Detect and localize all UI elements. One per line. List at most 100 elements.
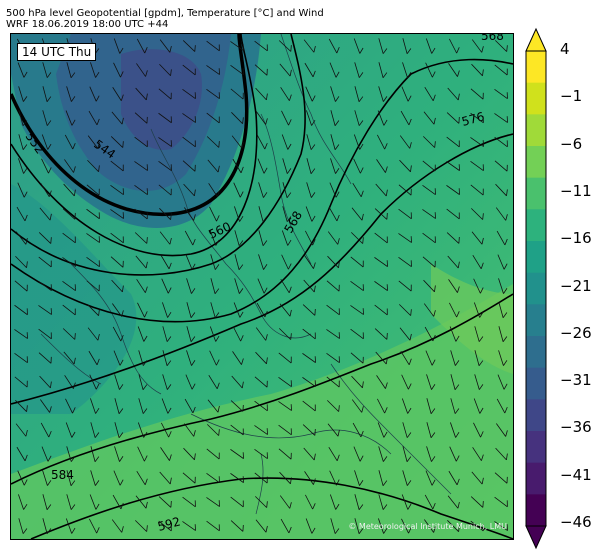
wind-barb bbox=[352, 182, 364, 198]
wind-barb bbox=[184, 398, 196, 414]
colorbar-tick-label: −31 bbox=[560, 371, 592, 390]
wind-barb bbox=[375, 183, 388, 197]
colorbar-tick-label: −11 bbox=[560, 181, 592, 200]
wind-barb bbox=[209, 350, 220, 366]
wind-barb bbox=[470, 88, 484, 100]
wind-barb bbox=[135, 495, 148, 509]
wind-barb bbox=[448, 38, 460, 54]
wind-barb bbox=[305, 494, 316, 510]
colorbar-segment bbox=[526, 399, 546, 432]
wind-barb bbox=[497, 254, 508, 270]
wind-barb bbox=[281, 254, 292, 270]
chart-subtitle: WRF 18.06.2019 18:00 UTC +44 bbox=[6, 19, 169, 30]
colorbar-segment bbox=[526, 494, 546, 527]
wind-barb bbox=[258, 254, 268, 270]
wind-barb bbox=[90, 446, 100, 462]
wind-barb bbox=[62, 281, 76, 291]
wind-barb bbox=[256, 111, 268, 125]
wind-barb bbox=[137, 422, 148, 438]
wind-barb bbox=[18, 86, 28, 102]
wind-barb bbox=[401, 86, 412, 102]
wind-barb bbox=[161, 398, 172, 414]
wind-barb bbox=[279, 471, 292, 485]
wind-barb bbox=[18, 494, 28, 510]
valid-time-label: 14 UTC Thu bbox=[17, 43, 97, 61]
wind-barb bbox=[424, 86, 436, 102]
colorbar-tick-label: −1 bbox=[560, 87, 583, 106]
wind-barb bbox=[278, 424, 292, 436]
wind-barb bbox=[66, 446, 76, 462]
wind-barb bbox=[398, 208, 412, 220]
wind-barb bbox=[398, 233, 412, 243]
colorbar-tick-label: −21 bbox=[560, 276, 592, 295]
wind-barb bbox=[64, 159, 76, 173]
wind-barb bbox=[350, 256, 364, 268]
wind-barb bbox=[182, 40, 196, 52]
wind-barb bbox=[66, 62, 76, 78]
wind-barb bbox=[159, 39, 172, 53]
wind-barb bbox=[279, 303, 292, 317]
wind-barb bbox=[302, 353, 316, 363]
wind-barb bbox=[470, 112, 484, 124]
wind-barb bbox=[210, 302, 220, 318]
wind-barb bbox=[374, 257, 388, 267]
wind-barb bbox=[447, 495, 460, 509]
wind-barb bbox=[137, 446, 148, 462]
wind-barb bbox=[160, 422, 172, 438]
wind-barb bbox=[39, 375, 52, 389]
wind-barb bbox=[254, 472, 268, 484]
wind-barb bbox=[302, 424, 316, 436]
wind-barb bbox=[230, 473, 244, 483]
wind-barb bbox=[426, 422, 436, 438]
wind-barb bbox=[234, 230, 244, 246]
wind-barb bbox=[162, 350, 172, 366]
wind-barb bbox=[258, 182, 268, 198]
wind-barb bbox=[425, 62, 436, 78]
wind-barb bbox=[65, 518, 76, 534]
wind-barb bbox=[378, 446, 388, 462]
wind-barb bbox=[446, 161, 460, 171]
wind-barb bbox=[402, 422, 412, 438]
wind-barb bbox=[231, 135, 244, 149]
wind-barb bbox=[182, 472, 196, 484]
wind-barb bbox=[112, 326, 124, 342]
wind-barb bbox=[402, 62, 412, 78]
wind-barb bbox=[306, 158, 316, 174]
wind-barb bbox=[330, 134, 340, 150]
wind-barb bbox=[232, 158, 244, 174]
wind-barb bbox=[66, 470, 76, 486]
wind-barb bbox=[182, 521, 196, 531]
wind-barb bbox=[38, 352, 52, 364]
wind-barb bbox=[134, 185, 148, 195]
wind-barb bbox=[330, 86, 340, 102]
wind-barb bbox=[326, 304, 340, 316]
colorbar-tick-label: −26 bbox=[560, 323, 592, 342]
wind-barb bbox=[38, 281, 52, 291]
wind-barb bbox=[110, 256, 124, 268]
wind-barb bbox=[305, 518, 316, 534]
wind-barb bbox=[449, 326, 460, 342]
wind-barb bbox=[303, 39, 316, 53]
wind-barb bbox=[41, 158, 52, 174]
wind-barb bbox=[447, 255, 460, 269]
wind-barb bbox=[257, 278, 268, 294]
wind-barb bbox=[497, 374, 508, 390]
wind-barb bbox=[498, 278, 508, 294]
wind-barb bbox=[402, 470, 412, 486]
wind-barb bbox=[40, 422, 52, 438]
contour-label-576: 576 bbox=[460, 109, 486, 128]
wind-barb bbox=[183, 447, 196, 461]
wind-barb bbox=[401, 494, 412, 510]
wind-barb bbox=[15, 231, 28, 245]
wind-barb bbox=[38, 256, 52, 268]
wind-barb bbox=[278, 352, 292, 364]
wind-barb bbox=[208, 183, 220, 197]
wind-barb bbox=[257, 158, 268, 174]
wind-barb bbox=[230, 520, 244, 532]
warm-region bbox=[11, 284, 513, 539]
wind-barb bbox=[402, 38, 412, 54]
colorbar-tick-label: −36 bbox=[560, 418, 592, 437]
colorbar-tick-label: −41 bbox=[560, 465, 592, 484]
colorbar-segment bbox=[526, 241, 546, 274]
cold-core-inner bbox=[121, 49, 202, 150]
